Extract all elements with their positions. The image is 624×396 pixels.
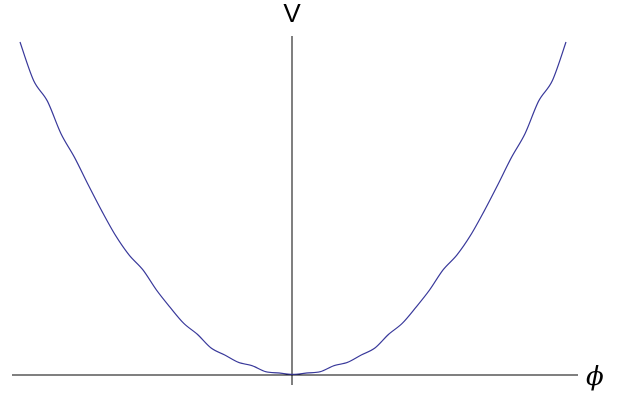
x-axis-label: ϕ [586,362,604,392]
potential-curve [19,41,567,375]
y-axis-label: V [283,0,301,28]
